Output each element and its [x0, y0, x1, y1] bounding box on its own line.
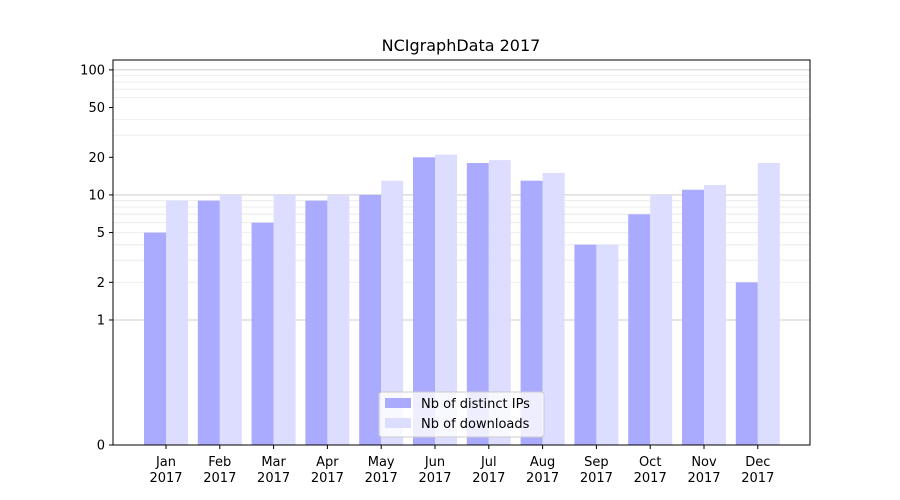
bar-distinct-ips — [628, 214, 651, 445]
bar-distinct-ips — [359, 194, 382, 445]
x-tick-label-year: 2017 — [311, 471, 344, 486]
legend-swatch — [385, 418, 411, 428]
legend: Nb of distinct IPs Nb of downloads — [378, 391, 545, 438]
x-tick-label-year: 2017 — [203, 471, 236, 486]
chart-title: NCIgraphData 2017 — [382, 36, 541, 55]
bar-downloads — [166, 200, 188, 445]
x-tick-label-year: 2017 — [741, 471, 774, 486]
bar-distinct-ips — [305, 200, 328, 445]
x-tick-label-year: 2017 — [418, 471, 451, 486]
x-tick-label-year: 2017 — [257, 471, 290, 486]
bar-downloads — [219, 194, 242, 445]
x-tick-label-year: 2017 — [149, 471, 182, 486]
x-tick-label-month: Mar — [261, 455, 286, 470]
bar-downloads — [596, 244, 619, 445]
bar-downloads — [327, 194, 350, 445]
x-tick-label-month: Jul — [480, 455, 497, 470]
x-tick-label-month: May — [368, 455, 395, 470]
x-tick-label-year: 2017 — [580, 471, 613, 486]
y-tick-label: 50 — [88, 101, 105, 116]
bar-distinct-ips — [413, 157, 435, 445]
bar-downloads — [757, 163, 780, 445]
x-tick-label-year: 2017 — [634, 471, 667, 486]
x-tick-label-month: Dec — [745, 455, 770, 470]
bar-distinct-ips — [682, 189, 704, 445]
x-tick-label-month: Feb — [208, 455, 231, 470]
bar-distinct-ips — [574, 244, 597, 445]
y-tick-label: 1 — [97, 313, 105, 328]
x-tick-label-month: Jan — [155, 455, 176, 470]
bar-downloads — [650, 194, 673, 445]
legend-swatch — [385, 398, 411, 408]
x-tick-label-month: Nov — [691, 455, 717, 470]
x-tick-label-month: Oct — [639, 455, 661, 470]
x-tick-label-year: 2017 — [365, 471, 398, 486]
bar-distinct-ips — [520, 180, 543, 445]
y-tick-label: 5 — [97, 226, 105, 241]
y-tick-label: 2 — [97, 276, 105, 291]
x-tick-label-year: 2017 — [526, 471, 559, 486]
y-tick-label: 100 — [80, 63, 105, 78]
bar-distinct-ips — [144, 232, 166, 445]
x-tick-label-month: Jun — [424, 455, 445, 470]
x-tick-label-month: Apr — [316, 455, 339, 470]
plot-frame — [112, 59, 811, 446]
y-tick-label: 20 — [88, 151, 105, 166]
bar-distinct-ips — [251, 222, 274, 445]
axes: 0125102050100Jan2017Feb2017Mar2017Apr201… — [80, 59, 811, 486]
bar-distinct-ips — [197, 200, 220, 445]
y-tick-label: 10 — [88, 188, 105, 203]
legend-label: Nb of distinct IPs — [421, 397, 530, 412]
bar-downloads — [435, 154, 457, 446]
x-tick-label-month: Sep — [584, 455, 609, 470]
bar-downloads — [542, 172, 565, 445]
bar-downloads — [273, 194, 296, 445]
legend-box — [378, 391, 545, 438]
legend-label: Nb of downloads — [421, 417, 530, 432]
y-tick-label: 0 — [97, 439, 105, 454]
bar-downloads — [381, 180, 404, 445]
bar-distinct-ips — [735, 282, 758, 445]
bar-downloads — [488, 160, 511, 445]
bars — [144, 154, 780, 446]
x-tick-label-year: 2017 — [472, 471, 505, 486]
bar-downloads — [704, 185, 726, 445]
x-tick-label-month: Aug — [530, 455, 555, 470]
bar-distinct-ips — [466, 163, 489, 445]
x-tick-label-year: 2017 — [687, 471, 720, 486]
